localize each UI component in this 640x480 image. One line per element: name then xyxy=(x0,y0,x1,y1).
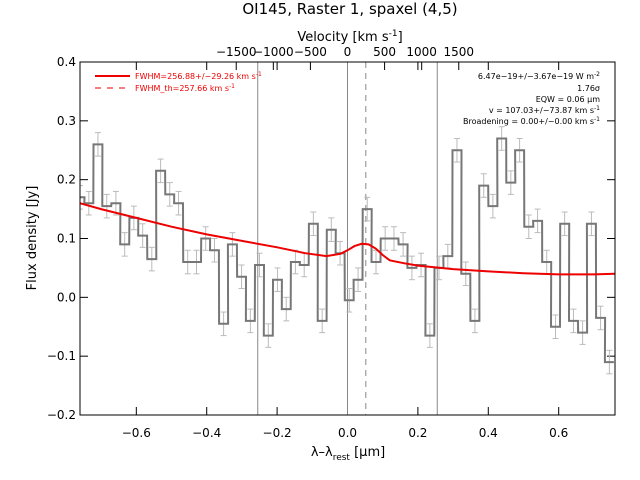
y-tick-label: 0.4 xyxy=(57,55,76,69)
top-tick-label: 1000 xyxy=(406,45,437,59)
legend-entry-fwhm-th: FWHM_th=257.66 km s-1 xyxy=(135,83,235,93)
y-axis-ticks: −0.2 −0.1 0.0 0.1 0.2 0.3 0.4 xyxy=(47,55,615,422)
x-tick-label: 0.2 xyxy=(408,426,427,440)
x-tick-label: −0.2 xyxy=(263,426,292,440)
x-tick-label: −0.4 xyxy=(192,426,221,440)
spectrum-series xyxy=(80,137,614,364)
x-tick-label: 0.4 xyxy=(479,426,498,440)
annotation-eqw: EQW = 0.06 μm xyxy=(536,95,600,104)
x-axis-label: λ–λrest [μm] xyxy=(311,445,385,463)
plot-frame xyxy=(79,61,616,416)
annotations: 6.47e−19+/−3.67e−19 W m-2 1.76σ EQW = 0.… xyxy=(463,71,600,126)
top-tick-label: −500 xyxy=(294,45,327,59)
y-axis-label: Flux density [Jy] xyxy=(25,186,40,291)
plot-area xyxy=(80,62,615,415)
x-tick-label: 0.6 xyxy=(549,426,568,440)
x-tick-label: 0.0 xyxy=(338,426,357,440)
top-tick-label: −1500 xyxy=(216,45,257,59)
top-tick-label: 500 xyxy=(373,45,396,59)
x-axis-ticks: −0.6 −0.4 −0.2 0.0 0.2 0.4 0.6 xyxy=(122,62,568,440)
legend: FWHM=256.88+/−29.26 km s-1 FWHM_th=257.6… xyxy=(95,71,262,93)
annotation-velocity: v = 107.03+/−73.87 km s-1 xyxy=(489,105,600,115)
annotation-sigma: 1.76σ xyxy=(577,84,600,93)
annotation-broadening: Broadening = 0.00+/−0.00 km s-1 xyxy=(463,116,600,126)
y-tick-label: 0.2 xyxy=(57,173,76,187)
top-tick-label: 1500 xyxy=(443,45,474,59)
x-tick-label: −0.6 xyxy=(122,426,151,440)
reference-lines xyxy=(257,62,438,415)
legend-entry-fwhm: FWHM=256.88+/−29.26 km s-1 xyxy=(135,71,262,81)
top-axis-label: Velocity [km s-1] xyxy=(297,29,402,45)
y-tick-label: 0.0 xyxy=(57,290,76,304)
y-tick-label: 0.3 xyxy=(57,114,76,128)
y-tick-label: −0.2 xyxy=(47,408,76,422)
top-tick-label: −1000 xyxy=(253,45,294,59)
y-tick-label: −0.1 xyxy=(47,349,76,363)
chart-title: OI145, Raster 1, spaxel (4,5) xyxy=(242,0,457,18)
fit-series xyxy=(80,202,615,276)
annotation-flux: 6.47e−19+/−3.67e−19 W m-2 xyxy=(478,71,600,81)
y-tick-label: 0.1 xyxy=(57,232,76,246)
top-axis-ticks: −1500−1000 −500 0 500 1000 1500 xyxy=(216,45,474,70)
error-bars xyxy=(80,126,613,375)
top-tick-label: 0 xyxy=(344,45,352,59)
